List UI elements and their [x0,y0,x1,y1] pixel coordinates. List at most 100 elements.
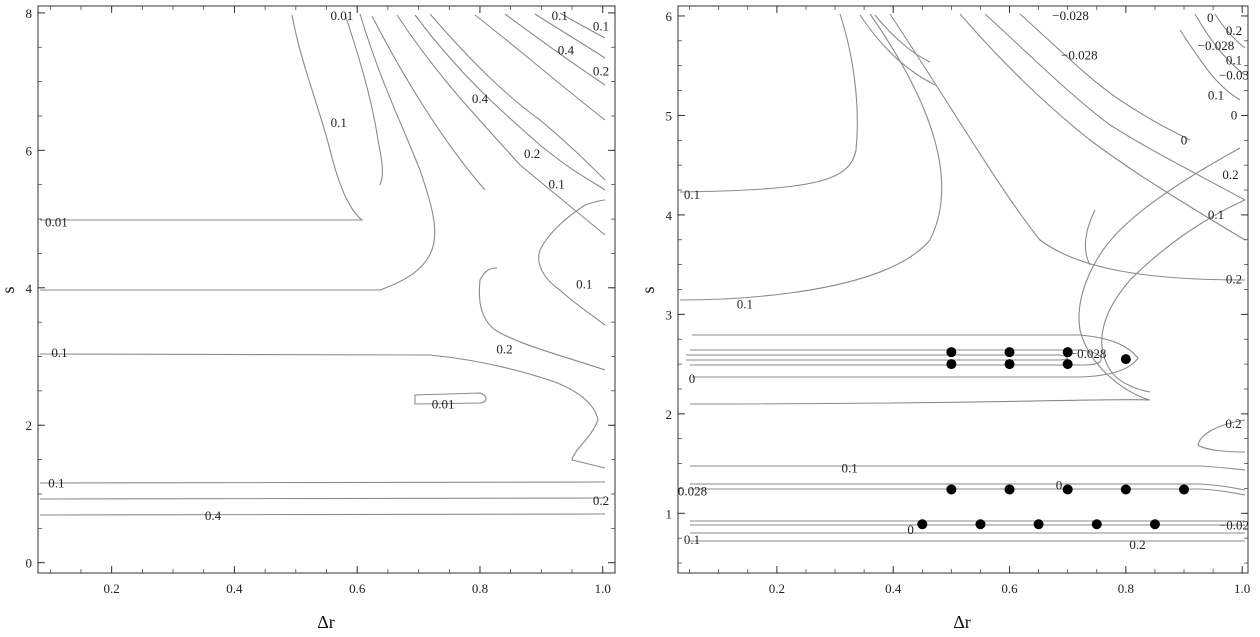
contour-line [344,13,383,186]
contour-line [1194,13,1246,76]
contour-label: −0.02 [1219,517,1249,532]
contour-label: 0.1 [552,8,568,23]
left-x-tick-label: 0.8 [472,581,488,596]
right-sample-points [917,347,1190,530]
contour-label: 0.1 [737,296,753,311]
sample-point [1149,519,1160,530]
contour-line [39,353,606,469]
left-y-tick-label: 0 [26,556,33,571]
left-y-axis-label: s [0,286,18,293]
contour-line [959,13,1246,241]
sample-point [1004,347,1015,358]
contour-label: 0.1 [1208,88,1224,103]
contour-line [538,199,606,326]
contour-line [1084,209,1096,266]
sample-point [946,484,957,495]
left-y-tick-label: 4 [26,281,33,296]
left-y-tick-label: 8 [26,6,33,21]
contour-label: 0.1 [48,476,64,491]
contour-label: 0.2 [524,146,540,161]
contour-label: −0.028 [1061,48,1098,63]
contour-label: 0.1 [593,19,609,34]
contour-line [1019,13,1191,141]
contour-line [690,349,1102,366]
contour-label: 0 [1056,477,1063,492]
contour-line [686,354,1069,361]
left-contour-labels: 0.01 0.1 0.1 0.4 0.2 0.4 0.1 0.2 0.1 0.01 0.1 0.2 0.… [45,8,609,523]
contour-label: 0 [907,522,914,537]
sample-point [1120,354,1131,365]
right-x-tick-label: 0.8 [1118,581,1134,596]
right-x-tick-label: 0.2 [769,581,785,596]
contour-label: 0.1 [1226,53,1242,68]
sample-point [946,359,957,370]
contour-line [874,14,931,63]
left-y-tick-label: 6 [26,143,33,158]
contour-line [1179,29,1241,101]
right-x-tick-label: 0.4 [885,581,902,596]
contour-label: −0.028 [1070,346,1107,361]
sample-point [1091,519,1102,530]
sample-point [1004,359,1015,370]
sample-point [917,519,928,530]
right-y-tick-label: 5 [666,108,673,123]
right-x-tick-label: 1.0 [1234,581,1250,596]
left-x-axis-label: Δr [317,612,335,632]
contour-line [414,14,606,191]
contour-line [429,13,606,181]
contour-line [396,14,606,236]
sample-point [946,347,957,358]
contour-line [39,497,606,500]
contour-label: 0.2 [1129,537,1145,552]
contour-label: 0.1 [549,177,565,192]
contour-line [692,334,1139,378]
left-y-tick-label: 2 [26,418,33,433]
contour-label: 0.01 [330,8,353,23]
contour-line [474,14,606,121]
contour-label: −0.028 [1198,38,1235,53]
left-axis-ticks: 0.2 0.4 0.6 0.8 1.0 0 2 4 6 8 [26,6,615,596]
left-contour-panel: 0.2 0.4 0.6 0.8 1.0 0 2 4 6 8 0.01 0.1 0.1 0.4 0.2 0.4… [0,5,616,632]
contour-label: −0.028 [1052,8,1089,23]
contour-line [889,13,1246,281]
right-contour-lines [679,13,1246,542]
contour-line [1197,419,1246,453]
contour-label: 0.2 [496,342,512,357]
right-y-tick-label: 3 [666,307,673,322]
contour-label: 0 [689,371,696,386]
contour-label: 0.01 [45,214,68,229]
contour-label: 0.4 [205,508,222,523]
contour-line [534,13,606,59]
right-y-tick-label: 6 [666,9,673,24]
contour-label: 0.028 [678,483,707,498]
contour-label: 0.1 [841,461,857,476]
contour-line [39,481,606,484]
right-contour-labels: −0.028 00.2−0.028−0.0280.1−0.030.1000.20.… [678,8,1249,552]
contour-label: 0 [1207,10,1214,25]
contour-line [414,392,487,405]
contour-line [984,13,1246,201]
sample-point [1179,484,1190,495]
contour-line [859,14,936,86]
right-plot-frame [677,5,1249,574]
contour-label: 0.01 [432,397,455,412]
sample-point [1120,484,1131,495]
right-y-tick-label: 1 [666,506,673,521]
contour-line [39,513,606,516]
right-y-tick-label: 2 [666,407,673,422]
contour-label: 0.2 [1222,167,1238,182]
left-x-tick-label: 0.2 [104,581,120,596]
contour-line [559,12,606,39]
contour-line [679,13,943,301]
contour-label: 0.1 [576,276,592,291]
left-x-tick-label: 1.0 [595,581,611,596]
contour-line [690,483,1246,491]
right-x-tick-label: 0.6 [1001,581,1018,596]
left-x-tick-label: 0.4 [226,581,243,596]
contour-label: −0.03 [1219,68,1249,83]
contour-line [679,13,858,193]
contour-line [40,14,364,221]
contour-label: 0.2 [593,493,609,508]
